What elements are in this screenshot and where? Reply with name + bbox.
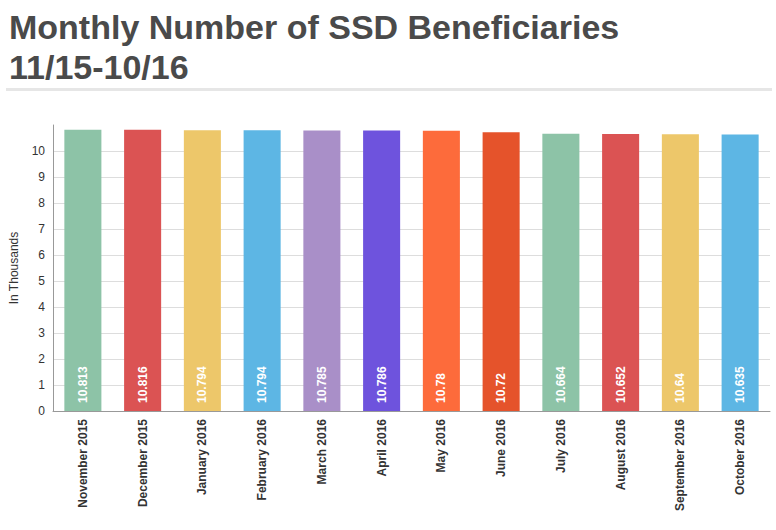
svg-text:10.664: 10.664 xyxy=(554,366,568,403)
svg-text:2: 2 xyxy=(38,352,45,366)
svg-text:10.785: 10.785 xyxy=(315,366,329,403)
svg-text:9: 9 xyxy=(38,170,45,184)
svg-text:11/15-10/16: 11/15-10/16 xyxy=(9,48,189,86)
svg-text:November 2015: November 2015 xyxy=(76,419,90,508)
svg-text:In Thousands: In Thousands xyxy=(7,232,21,305)
svg-text:10.635: 10.635 xyxy=(733,366,747,403)
svg-text:6: 6 xyxy=(38,248,45,262)
svg-text:May 2016: May 2016 xyxy=(434,419,448,473)
svg-text:10.64: 10.64 xyxy=(673,373,687,403)
svg-text:10: 10 xyxy=(32,144,46,158)
svg-text:June 2016: June 2016 xyxy=(494,419,508,477)
svg-text:September 2016: September 2016 xyxy=(673,419,687,511)
svg-text:10.813: 10.813 xyxy=(76,366,90,403)
svg-text:January 2016: January 2016 xyxy=(195,419,209,495)
svg-text:October 2016: October 2016 xyxy=(733,419,747,495)
svg-text:5: 5 xyxy=(38,274,45,288)
svg-text:10.72: 10.72 xyxy=(494,373,508,403)
svg-text:April 2016: April 2016 xyxy=(375,419,389,477)
svg-text:3: 3 xyxy=(38,326,45,340)
svg-text:March 2016: March 2016 xyxy=(315,419,329,485)
svg-text:7: 7 xyxy=(38,222,45,236)
svg-text:February 2016: February 2016 xyxy=(255,419,269,501)
svg-text:1: 1 xyxy=(38,378,45,392)
svg-text:10.652: 10.652 xyxy=(614,366,628,403)
svg-text:8: 8 xyxy=(38,196,45,210)
svg-text:10.78: 10.78 xyxy=(434,373,448,403)
svg-text:10.786: 10.786 xyxy=(375,366,389,403)
svg-text:December 2015: December 2015 xyxy=(136,419,150,507)
svg-text:10.794: 10.794 xyxy=(195,366,209,403)
svg-text:July 2016: July 2016 xyxy=(554,419,568,473)
svg-text:August 2016: August 2016 xyxy=(614,419,628,491)
svg-text:10.794: 10.794 xyxy=(255,366,269,403)
svg-text:10.816: 10.816 xyxy=(136,366,150,403)
svg-text:4: 4 xyxy=(38,300,45,314)
svg-text:Monthly Number of SSD Benefici: Monthly Number of SSD Beneficiaries xyxy=(9,8,619,46)
svg-text:0: 0 xyxy=(38,404,45,418)
